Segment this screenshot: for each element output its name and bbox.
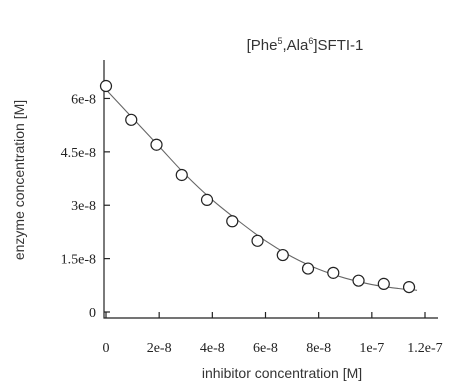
data-point-marker	[327, 266, 340, 279]
data-point-marker	[377, 277, 390, 290]
x-tick-label: 1e-7	[359, 341, 384, 356]
y-tick-label: 3e-8	[71, 199, 96, 214]
y-tick-label: 6e-8	[71, 92, 96, 107]
title-superscript-2: 6	[308, 36, 313, 46]
fit-curve-line	[105, 89, 418, 291]
data-point-marker	[150, 138, 163, 151]
data-point-marker	[226, 215, 239, 228]
data-point-marker	[125, 113, 138, 126]
x-axis-label: inhibitor concentration [M]	[202, 365, 362, 381]
y-tick-label: 1.5e-8	[61, 253, 96, 268]
x-tick-label: 6e-8	[253, 341, 278, 356]
x-tick-label: 0	[103, 341, 110, 356]
x-tick-label: 2e-8	[147, 341, 172, 356]
data-point-marker	[175, 168, 188, 182]
data-point-marker	[200, 193, 214, 206]
ticks-layer: 0 2e-8 4e-8 6e-8 8e-8 1e-7 1.2e-7 0 1.5e-8 3e-8 4.…	[61, 92, 443, 356]
title-superscript-1: 5	[277, 36, 282, 46]
axis-lines	[103, 60, 438, 319]
x-tick-label: 1.2e-7	[407, 341, 442, 356]
data-point-marker	[99, 79, 113, 93]
data-point-marker	[251, 234, 264, 247]
x-tick-label: 8e-8	[306, 341, 331, 356]
title-middle: ,Ala	[282, 37, 309, 54]
curve-layer	[105, 89, 418, 291]
x-tick-label: 4e-8	[200, 341, 225, 356]
data-point-marker	[402, 280, 416, 294]
data-point-marker	[276, 248, 289, 262]
y-tick-label: 0	[89, 306, 96, 321]
data-point-marker	[301, 262, 315, 275]
y-tick-label: 4.5e-8	[61, 146, 96, 161]
title-suffix: ]SFTI-1	[313, 37, 363, 54]
data-point-marker	[352, 274, 365, 287]
chart-title: [Phe5,Ala6]SFTI-1	[247, 36, 364, 54]
points-layer	[99, 79, 416, 294]
y-axis-label: enzyme concentration [M]	[11, 100, 27, 260]
title-prefix: [Phe	[247, 37, 278, 54]
